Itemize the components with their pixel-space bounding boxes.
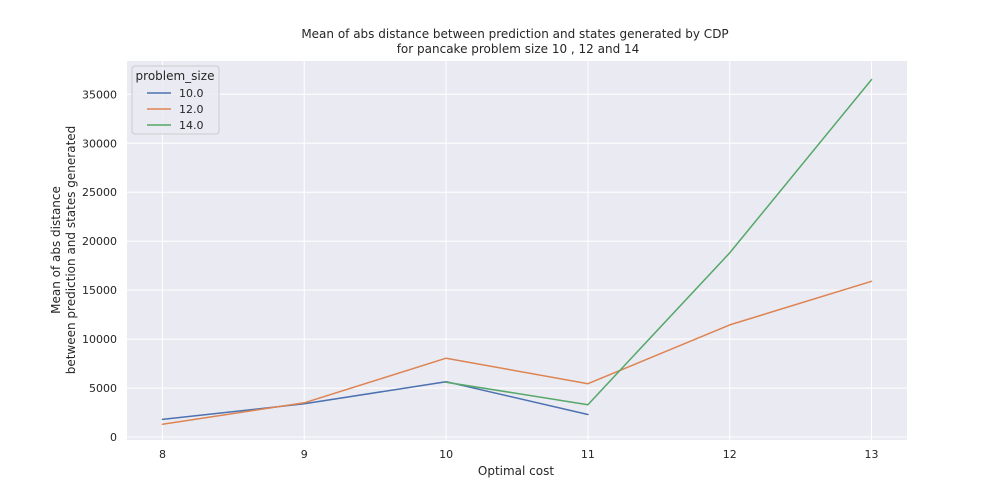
series-line-10.0 <box>161 380 589 421</box>
y-tick-label: 5000 <box>89 382 117 395</box>
x-tick-label: 12 <box>723 448 737 461</box>
x-tick-label: 13 <box>865 448 879 461</box>
chart-title-line-1: Mean of abs distance between prediction … <box>301 27 728 41</box>
y-axis-label-group: Mean of abs distance between prediction … <box>49 126 78 375</box>
x-axis-label: Optimal cost <box>478 464 554 478</box>
x-tick-label: 8 <box>159 448 166 461</box>
series-line-12.0 <box>161 280 873 426</box>
legend-title: problem_size <box>136 69 215 83</box>
x-tick-label: 11 <box>581 448 595 461</box>
plot-area <box>127 61 907 440</box>
chart-title-line-2: for pancake problem size 10 , 12 and 14 <box>397 42 640 56</box>
series-line-14.0 <box>445 78 873 406</box>
y-tick-label: 35000 <box>82 88 117 101</box>
series-layer <box>161 78 873 426</box>
legend-entries: 10.0 12.0 14.0 <box>147 87 204 132</box>
legend-entry-label: 12.0 <box>179 103 204 116</box>
y-tick-label: 25000 <box>82 186 117 199</box>
y-tick-label: 0 <box>110 431 117 444</box>
y-tick-label: 10000 <box>82 333 117 346</box>
y-axis-label-line-1: Mean of abs distance <box>49 186 63 314</box>
y-tick-label: 15000 <box>82 284 117 297</box>
y-axis-label-line-2: between prediction and states generated <box>64 126 78 375</box>
x-tick-label: 10 <box>439 448 453 461</box>
legend: problem_size 10.0 12.0 14.0 <box>131 65 220 135</box>
grid <box>127 61 907 440</box>
x-tick-label: 9 <box>301 448 308 461</box>
y-tick-label: 20000 <box>82 235 117 248</box>
legend-entry-label: 14.0 <box>179 119 204 132</box>
legend-box <box>131 65 220 135</box>
legend-entry-label: 10.0 <box>179 87 204 100</box>
y-tick-label: 30000 <box>82 137 117 150</box>
ticks-layer: 8 9 10 11 12 13 0 5000 10000 15000 20000 25000 30000… <box>82 88 879 461</box>
